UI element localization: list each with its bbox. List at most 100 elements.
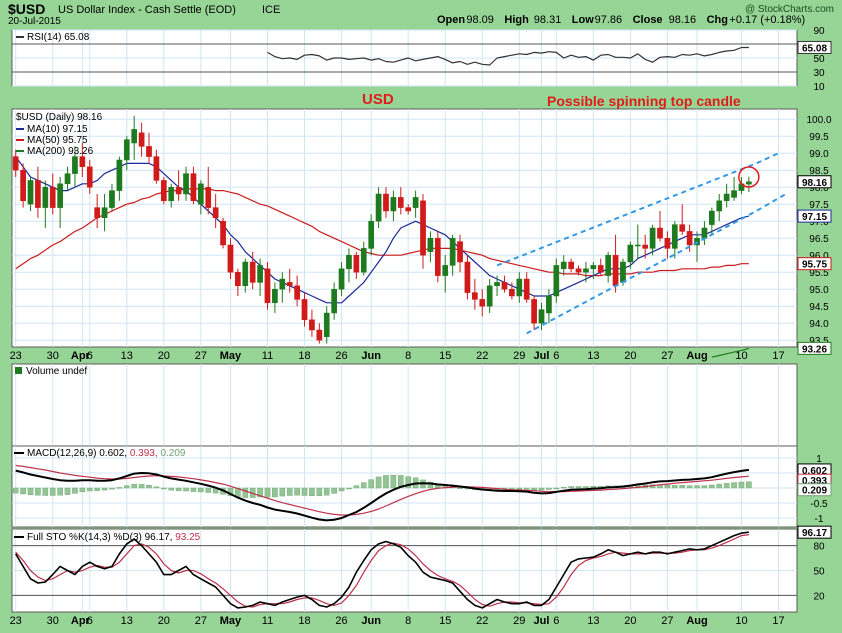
macd-histogram-bar — [94, 487, 100, 491]
x-axis-lower-label: 20 — [158, 615, 170, 627]
macd-signal-line — [15, 464, 749, 516]
price-last-label-0-box — [797, 175, 832, 189]
macd-histogram-bar — [183, 487, 189, 492]
price-last-label-3-box — [797, 341, 832, 355]
candle-body — [731, 190, 737, 198]
x-axis-lower-label: 6 — [87, 615, 93, 627]
macd-histogram-bar — [457, 487, 463, 489]
candle-body — [123, 139, 130, 161]
annotation-note: Possible spinning top candle — [547, 93, 741, 109]
macd-histogram-bar — [546, 487, 552, 490]
macd-legend-part: 0.393, — [130, 448, 161, 459]
price-plot-area — [11, 108, 798, 348]
candle-body — [612, 254, 619, 287]
x-axis-upper-label: Aug — [686, 350, 707, 362]
candle-body — [353, 254, 360, 273]
x-axis-lower-label: 27 — [661, 615, 673, 627]
macd-last-label-2-box — [797, 483, 832, 497]
macd-histogram-bar — [375, 476, 382, 489]
price-legend-title: $USD (Daily) 98.16 — [16, 112, 103, 123]
ohlc-label-low: Low — [572, 14, 594, 26]
candle-body — [86, 166, 93, 188]
macd-histogram-bar — [723, 483, 730, 489]
candle-body — [138, 132, 145, 147]
macd-histogram-bar — [427, 481, 434, 489]
candle-body — [249, 261, 256, 283]
price-last-label-3: 93.26 — [802, 344, 827, 355]
candle-body — [175, 186, 182, 195]
candle-body — [479, 299, 486, 307]
macd-histogram-bar — [575, 486, 582, 489]
candle-body — [679, 224, 686, 232]
macd-histogram-bar — [242, 487, 249, 498]
x-axis-lower-label: Jun — [361, 615, 381, 627]
candle-body — [590, 265, 597, 270]
macd-histogram-bar — [175, 487, 182, 491]
x-axis-lower-label: May — [220, 615, 242, 627]
volume-legend-swatch — [15, 367, 22, 374]
candle-body — [686, 231, 693, 246]
macd-histogram-bar — [686, 485, 693, 489]
rsi-y-tick-50: 50 — [813, 54, 825, 65]
macd-histogram-bar — [738, 481, 745, 489]
price-y-tick-94.5: 94.5 — [809, 302, 829, 313]
candle-body — [316, 329, 323, 341]
price-y-tick-97.5: 97.5 — [809, 200, 829, 211]
x-axis-lower-label: 20 — [624, 615, 636, 627]
x-axis-lower-label: 13 — [587, 615, 599, 627]
macd-histogram-bar — [42, 487, 49, 496]
macd-histogram-bar — [531, 487, 537, 491]
macd-histogram-bar — [368, 479, 374, 489]
x-axis-lower-label: 29 — [513, 615, 525, 627]
volume-panel: Volume undef — [11, 363, 798, 447]
price-y-tick-93.5: 93.5 — [809, 336, 829, 347]
candle-body — [701, 227, 708, 239]
price-legend-1: MA(50) 95.75 — [27, 135, 88, 146]
x-axis-upper-label: 23 — [10, 350, 22, 362]
candle-body — [331, 288, 337, 314]
candle-body — [272, 288, 278, 304]
macd-histogram-bar — [205, 487, 212, 493]
rsi-line — [267, 46, 749, 66]
ohlc-value-open: 98.09 — [466, 14, 494, 26]
symbol: $USD — [8, 1, 45, 17]
macd-histogram-bar — [301, 487, 308, 496]
sto-legend-part: 93.25 — [175, 532, 200, 543]
candle-body — [190, 173, 197, 202]
candle-body — [42, 186, 49, 208]
candle-body — [390, 197, 397, 212]
candle-body — [516, 278, 523, 297]
candle-body — [235, 271, 241, 287]
x-axis-upper-label: 10 — [735, 350, 747, 362]
x-axis-lower-label: Jul — [534, 615, 550, 627]
macd-legend: MACD(12,26,9) 0.602, 0.393, 0.209 — [27, 448, 186, 459]
x-axis-lower-label: 22 — [476, 615, 488, 627]
candle-body — [494, 282, 500, 287]
candle-body — [383, 193, 389, 212]
x-axis-upper-label: 29 — [513, 350, 525, 362]
exchange: ICE — [262, 4, 280, 16]
price-legend-0: MA(10) 97.15 — [27, 124, 88, 135]
candle-body — [116, 159, 123, 191]
sto-d-line — [15, 534, 749, 608]
price-legend-2: MA(200) 93.26 — [27, 146, 94, 157]
candle-body — [257, 265, 263, 283]
price-y-tick-96.5: 96.5 — [809, 234, 829, 245]
price-y-tick-95.5: 95.5 — [809, 268, 829, 279]
x-axis-upper-label: 20 — [624, 350, 636, 362]
x-axis-lower-label: 6 — [553, 615, 559, 627]
candle-body — [368, 220, 375, 249]
candle-body — [20, 169, 26, 202]
sto-last-label: 96.17 — [802, 528, 827, 539]
candle-body — [101, 207, 108, 219]
candle-body — [227, 244, 234, 273]
macd-legend-part: 0.209 — [160, 448, 185, 459]
price-last-label-2: 95.75 — [802, 260, 827, 271]
candle-body — [597, 265, 604, 273]
candle-body — [716, 200, 723, 212]
macd-histogram-bar — [679, 485, 686, 489]
macd-histogram-bar — [746, 481, 752, 489]
candle-body — [575, 268, 582, 273]
macd-histogram-bar — [331, 487, 337, 494]
